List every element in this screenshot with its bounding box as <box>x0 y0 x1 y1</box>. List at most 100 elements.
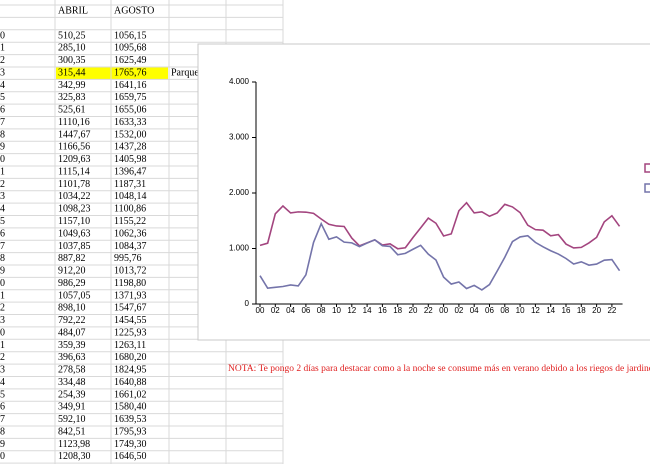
x-tick-label: 22 <box>607 306 616 315</box>
row-label: 3 <box>0 315 5 326</box>
cell: 842,51 <box>58 426 86 437</box>
cell: 1062,36 <box>114 228 147 239</box>
cell: 1795,93 <box>114 426 147 437</box>
row-label: 3 <box>0 365 5 376</box>
cell: 278,58 <box>58 365 86 376</box>
x-tick-label: 20 <box>409 306 418 315</box>
column-header: ABRIL <box>58 6 88 17</box>
cell: 342,99 <box>58 80 86 91</box>
cell: 1084,37 <box>114 241 147 252</box>
cell: 484,07 <box>58 327 86 338</box>
cell: Parques <box>171 67 203 78</box>
x-tick-label: 14 <box>546 306 555 315</box>
cell: 1110,16 <box>58 117 90 128</box>
row-label: 5 <box>0 92 5 103</box>
cell: 898,10 <box>58 303 86 314</box>
cell: 1405,98 <box>114 154 147 165</box>
cell: 300,35 <box>58 55 86 66</box>
x-tick-label: 02 <box>271 306 280 315</box>
row-label: 1 <box>0 43 5 54</box>
cell: 325,83 <box>58 92 86 103</box>
cell: 986,29 <box>58 278 86 289</box>
cell: 1765,76 <box>114 67 147 78</box>
cell: 1208,30 <box>58 451 91 462</box>
row-label: 7 <box>0 414 5 425</box>
row-label: 0 <box>0 30 5 41</box>
cell: 1661,02 <box>114 389 147 400</box>
x-tick-label: 00 <box>439 306 448 315</box>
column-header: AGOSTO <box>114 6 154 17</box>
cell: 995,76 <box>114 253 142 264</box>
x-tick-label: 18 <box>393 306 402 315</box>
x-tick-label: 12 <box>531 306 540 315</box>
y-tick-label: 1.000 <box>229 244 250 253</box>
cell: 1209,63 <box>58 154 91 165</box>
x-tick-label: 08 <box>500 306 509 315</box>
row-label: 6 <box>0 105 5 116</box>
cell: 525,61 <box>58 105 86 116</box>
row-label: 8 <box>0 253 5 264</box>
cell: 1155,22 <box>114 216 146 227</box>
x-tick-label: 16 <box>378 306 387 315</box>
row-label: 4 <box>0 377 5 388</box>
x-tick-label: 04 <box>470 306 479 315</box>
x-tick-label: 18 <box>577 306 586 315</box>
y-tick-label: 4.000 <box>229 77 250 86</box>
row-label: 9 <box>0 266 5 277</box>
cell: 1749,30 <box>114 439 147 450</box>
cell: 1056,15 <box>114 30 147 41</box>
x-tick-label: 16 <box>562 306 571 315</box>
row-label: 3 <box>0 67 5 78</box>
row-label: 2 <box>0 179 5 190</box>
cell: 1437,28 <box>114 142 147 153</box>
cell: 396,63 <box>58 352 86 363</box>
cell: 1101,78 <box>58 179 90 190</box>
cell: 592,10 <box>58 414 86 425</box>
x-tick-label: 22 <box>424 306 433 315</box>
row-label: 7 <box>0 241 5 252</box>
cell: 1115,14 <box>58 166 90 177</box>
cell: 1049,63 <box>58 228 91 239</box>
cell: 792,22 <box>58 315 86 326</box>
row-label: 0 <box>0 154 5 165</box>
row-label: 3 <box>0 191 5 202</box>
x-tick-label: 20 <box>592 306 601 315</box>
legend-marker <box>644 183 650 193</box>
row-label: 0 <box>0 451 5 462</box>
cell: 1166,56 <box>58 142 90 153</box>
x-tick-label: 10 <box>332 306 341 315</box>
cell: 1641,16 <box>114 80 147 91</box>
row-label: 8 <box>0 426 5 437</box>
row-label: 5 <box>0 216 5 227</box>
x-tick-label: 12 <box>347 306 356 315</box>
row-label: 1 <box>0 166 5 177</box>
cell: 1824,95 <box>114 365 147 376</box>
cell: 254,39 <box>58 389 86 400</box>
cell: 1157,10 <box>58 216 90 227</box>
row-label: 2 <box>0 55 5 66</box>
x-tick-label: 10 <box>516 306 525 315</box>
cell: 1013,72 <box>114 266 147 277</box>
x-tick-label: 06 <box>485 306 494 315</box>
chart: 0 1.000 2.000 3.000 4.000 00 02 04 06 08 10 12 14 16 1… <box>229 77 623 315</box>
row-label: 5 <box>0 389 5 400</box>
cell: 315,44 <box>58 67 86 78</box>
x-tick-label: 14 <box>363 306 372 315</box>
cell: 1371,93 <box>114 290 147 301</box>
cell: 1095,68 <box>114 43 147 54</box>
note: NOTA: Te pongo 2 días para destacar como… <box>228 364 650 374</box>
row-label: 1 <box>0 340 5 351</box>
y-tick-label: 2.000 <box>229 188 250 197</box>
cell: 1098,23 <box>58 204 91 215</box>
series-line <box>259 221 621 291</box>
cell: 334,48 <box>58 377 86 388</box>
row-label: 9 <box>0 439 5 450</box>
cell: 912,20 <box>58 266 86 277</box>
row-label: 6 <box>0 228 5 239</box>
cell: 1263,11 <box>114 340 146 351</box>
x-tick-label: 08 <box>317 306 326 315</box>
cell: 1454,55 <box>114 315 147 326</box>
cell: 1100,86 <box>114 204 146 215</box>
cell: 1680,20 <box>114 352 147 363</box>
cell: 510,25 <box>58 30 86 41</box>
